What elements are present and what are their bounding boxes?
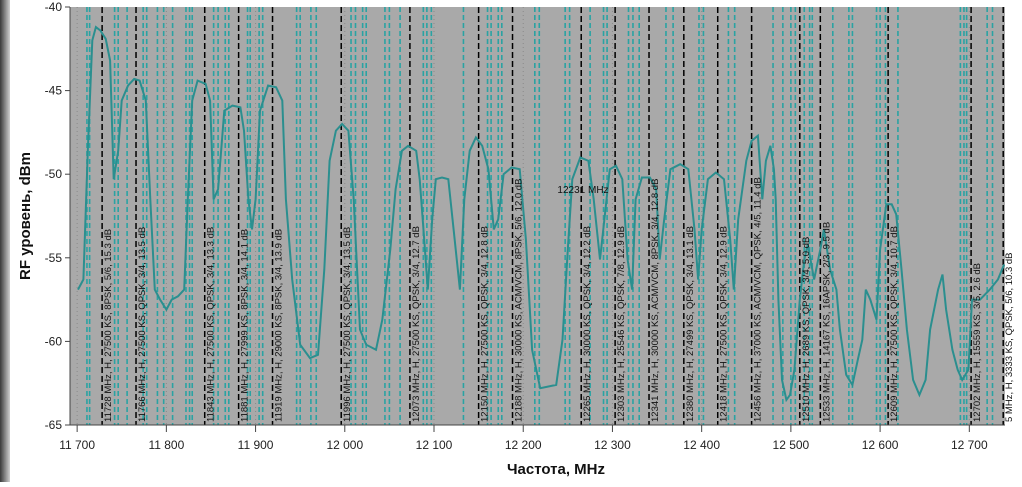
x-tick-label: 12 300 (594, 438, 631, 452)
x-tick-label: 12 400 (683, 438, 720, 452)
y-tick-label: -45 (45, 84, 63, 98)
y-tick-label: -50 (45, 167, 63, 181)
x-tick-label: 12 200 (505, 438, 542, 452)
transponder-label: 12380 MHz, H, 27499 KS, QPSK, 3/4, 13.1 … (685, 226, 696, 422)
transponder-label: 11728 MHz, H, 27500 KS, 8PSK, 5/6, 15.3 … (103, 229, 114, 422)
transponder-label: 12150 MHz, H, 27500 KS, QPSK, 3/4, 12.8 … (480, 226, 491, 422)
x-tick-label: 12 100 (416, 438, 453, 452)
transponder-label: 12702 MHz, H, 15559 KS, 3/5, 2.6 dB (972, 263, 983, 422)
transponder-label: 12609 MHz, H, 27500 KS, QPSK, 3/4, 10.7 … (889, 226, 900, 422)
x-tick-label: 12 600 (862, 438, 899, 452)
y-tick-label: -40 (45, 0, 63, 14)
plot-layer (76, 7, 1005, 425)
annotation: 12231 MHz (557, 185, 608, 196)
x-tick-label: 12 000 (326, 438, 363, 452)
y-tick-label: -55 (45, 251, 63, 265)
transponder-label: 11996 MHz, H, 27500 KS, QPSK, 3/4, 13.5 … (342, 227, 353, 422)
transponder-label: 12510 MHz, H, 2689 KS, QPSK, 3/4, 5.0 dB (801, 237, 812, 422)
transponder-label: 12188 MHz, H, 30000 KS, ACM/VCM, 8PSK, 5… (514, 179, 525, 422)
window-edge (0, 0, 10, 482)
transponder-label: 12073 MHz, H, 27500 KS, QPSK, 3/4, 12.7 … (411, 226, 422, 422)
x-axis-title: Частота, MHz (507, 461, 605, 478)
transponder-label: 12265 MHz, H, 30000 KS, QPSK, 3/4, 12.2 … (582, 226, 593, 422)
transponder-label: 12303 MHz, H, 25546 KS, QPSK, 7/8, 12.9 … (616, 226, 627, 422)
transponder-label: 12533 MHz, H, 14167 KS, 16APSK, 2/3, 9.5… (821, 222, 832, 422)
x-tick-label: 11 900 (238, 438, 274, 452)
transponder-label: 11766 MHz, H, 27500 KS, QPSK, 3/4, 13.5 … (137, 227, 148, 422)
spectrum-line (77, 25, 1005, 403)
x-tick-label: 11 700 (59, 438, 95, 452)
transponder-label: 11919 MHz, H, 29000 KS, 8PSK, 3/4, 13.9 … (274, 229, 285, 422)
transponder-label: 11881 MHz, H, 27999 KS, 8PSK, 3/4, 14.1 … (240, 229, 251, 422)
x-tick-label: 12 500 (773, 438, 810, 452)
transponder-label: 12456 MHz, H, 37000 KS, ACM/VCM, QPSK, 4… (753, 177, 764, 422)
x-tick-label: 11 800 (148, 438, 184, 452)
transponder-label: 11843 MHz, H, 27500 KS, QPSK, 3/4, 13.3 … (206, 227, 217, 422)
y-tick-label: -65 (45, 418, 63, 432)
transponder-label: 5 MHz, H, 3333 KS, QPSK, 5/6, 10.3 dB (1004, 252, 1015, 422)
transponder-label: 12341 MHz, H, 30000 KS, ACM/VCM, 8PSK, 3… (650, 179, 661, 422)
y-tick-label: -60 (45, 334, 63, 348)
transponder-label: 12418 MHz, H, 27500 KS, QPSK, 3/4, 12.9 … (719, 226, 730, 422)
x-tick-label: 12 700 (951, 438, 988, 452)
y-axis-title: RF уровень, dBm (17, 152, 34, 280)
